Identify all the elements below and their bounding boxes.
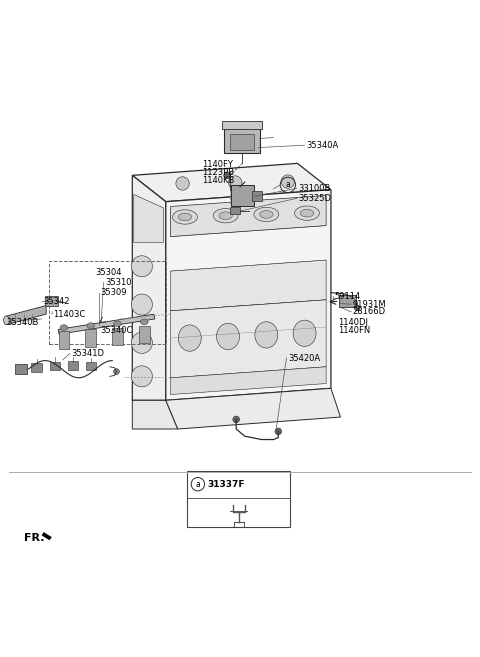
Circle shape — [281, 175, 295, 189]
Ellipse shape — [255, 322, 278, 348]
FancyBboxPatch shape — [112, 328, 123, 345]
FancyBboxPatch shape — [224, 124, 260, 153]
Text: 35340C: 35340C — [100, 326, 132, 335]
Text: 11403C: 11403C — [53, 309, 85, 319]
Polygon shape — [42, 532, 51, 540]
FancyBboxPatch shape — [139, 326, 150, 344]
Text: 28166D: 28166D — [352, 307, 385, 316]
Ellipse shape — [87, 323, 95, 328]
Text: 35420A: 35420A — [288, 353, 320, 363]
Polygon shape — [170, 195, 326, 237]
Text: 33100B: 33100B — [299, 184, 331, 193]
Text: 35340A: 35340A — [306, 141, 338, 150]
Ellipse shape — [141, 319, 148, 325]
Text: 35325D: 35325D — [299, 194, 331, 203]
Polygon shape — [170, 367, 326, 395]
Text: 1140FN: 1140FN — [338, 326, 371, 335]
Circle shape — [132, 332, 153, 353]
Text: FR.: FR. — [24, 533, 44, 543]
Ellipse shape — [300, 210, 314, 217]
Polygon shape — [170, 300, 326, 378]
Circle shape — [132, 256, 153, 277]
Text: a: a — [286, 181, 290, 189]
Ellipse shape — [216, 323, 240, 350]
Text: 1140KB: 1140KB — [202, 176, 234, 185]
Text: a: a — [195, 480, 200, 489]
FancyBboxPatch shape — [68, 361, 78, 370]
Ellipse shape — [178, 325, 201, 351]
FancyBboxPatch shape — [231, 185, 254, 206]
Text: 35310: 35310 — [105, 278, 132, 287]
Text: 35342: 35342 — [44, 297, 70, 306]
FancyBboxPatch shape — [59, 331, 69, 349]
FancyBboxPatch shape — [86, 362, 96, 371]
FancyBboxPatch shape — [31, 363, 42, 372]
FancyBboxPatch shape — [45, 296, 58, 306]
Text: 35340B: 35340B — [6, 318, 39, 327]
FancyBboxPatch shape — [338, 296, 356, 307]
FancyBboxPatch shape — [222, 121, 262, 129]
Polygon shape — [166, 190, 331, 400]
Ellipse shape — [293, 320, 316, 346]
FancyBboxPatch shape — [230, 207, 240, 214]
Text: 31337F: 31337F — [207, 480, 245, 489]
Ellipse shape — [172, 210, 197, 224]
Polygon shape — [132, 164, 331, 202]
Polygon shape — [58, 314, 155, 334]
Circle shape — [228, 176, 242, 189]
Ellipse shape — [178, 213, 192, 221]
Text: 35341D: 35341D — [72, 349, 105, 358]
Ellipse shape — [295, 206, 320, 220]
FancyBboxPatch shape — [252, 191, 262, 200]
Polygon shape — [166, 388, 340, 429]
Polygon shape — [132, 175, 166, 400]
Circle shape — [132, 366, 153, 387]
Ellipse shape — [219, 212, 232, 219]
Circle shape — [114, 369, 120, 374]
Text: 1140FY: 1140FY — [202, 160, 233, 169]
Ellipse shape — [260, 211, 273, 218]
FancyBboxPatch shape — [14, 365, 27, 374]
FancyBboxPatch shape — [85, 329, 96, 347]
Ellipse shape — [114, 321, 121, 327]
Circle shape — [233, 416, 240, 423]
Ellipse shape — [3, 316, 9, 325]
Ellipse shape — [60, 325, 68, 330]
Polygon shape — [170, 260, 326, 311]
Polygon shape — [132, 400, 178, 429]
Text: 59114: 59114 — [335, 292, 361, 301]
Text: 1140DJ: 1140DJ — [338, 318, 368, 327]
Ellipse shape — [254, 207, 279, 221]
FancyBboxPatch shape — [230, 134, 254, 150]
Circle shape — [132, 294, 153, 315]
Text: 1123PB: 1123PB — [202, 168, 234, 177]
Text: 91931M: 91931M — [352, 300, 386, 309]
Polygon shape — [6, 306, 46, 325]
Circle shape — [176, 177, 189, 190]
FancyBboxPatch shape — [49, 362, 60, 371]
Text: 35309: 35309 — [100, 288, 127, 297]
Text: 35304: 35304 — [96, 267, 122, 277]
Ellipse shape — [213, 208, 238, 223]
Circle shape — [224, 172, 230, 179]
Circle shape — [275, 428, 282, 435]
Circle shape — [354, 305, 360, 311]
Polygon shape — [134, 194, 163, 242]
